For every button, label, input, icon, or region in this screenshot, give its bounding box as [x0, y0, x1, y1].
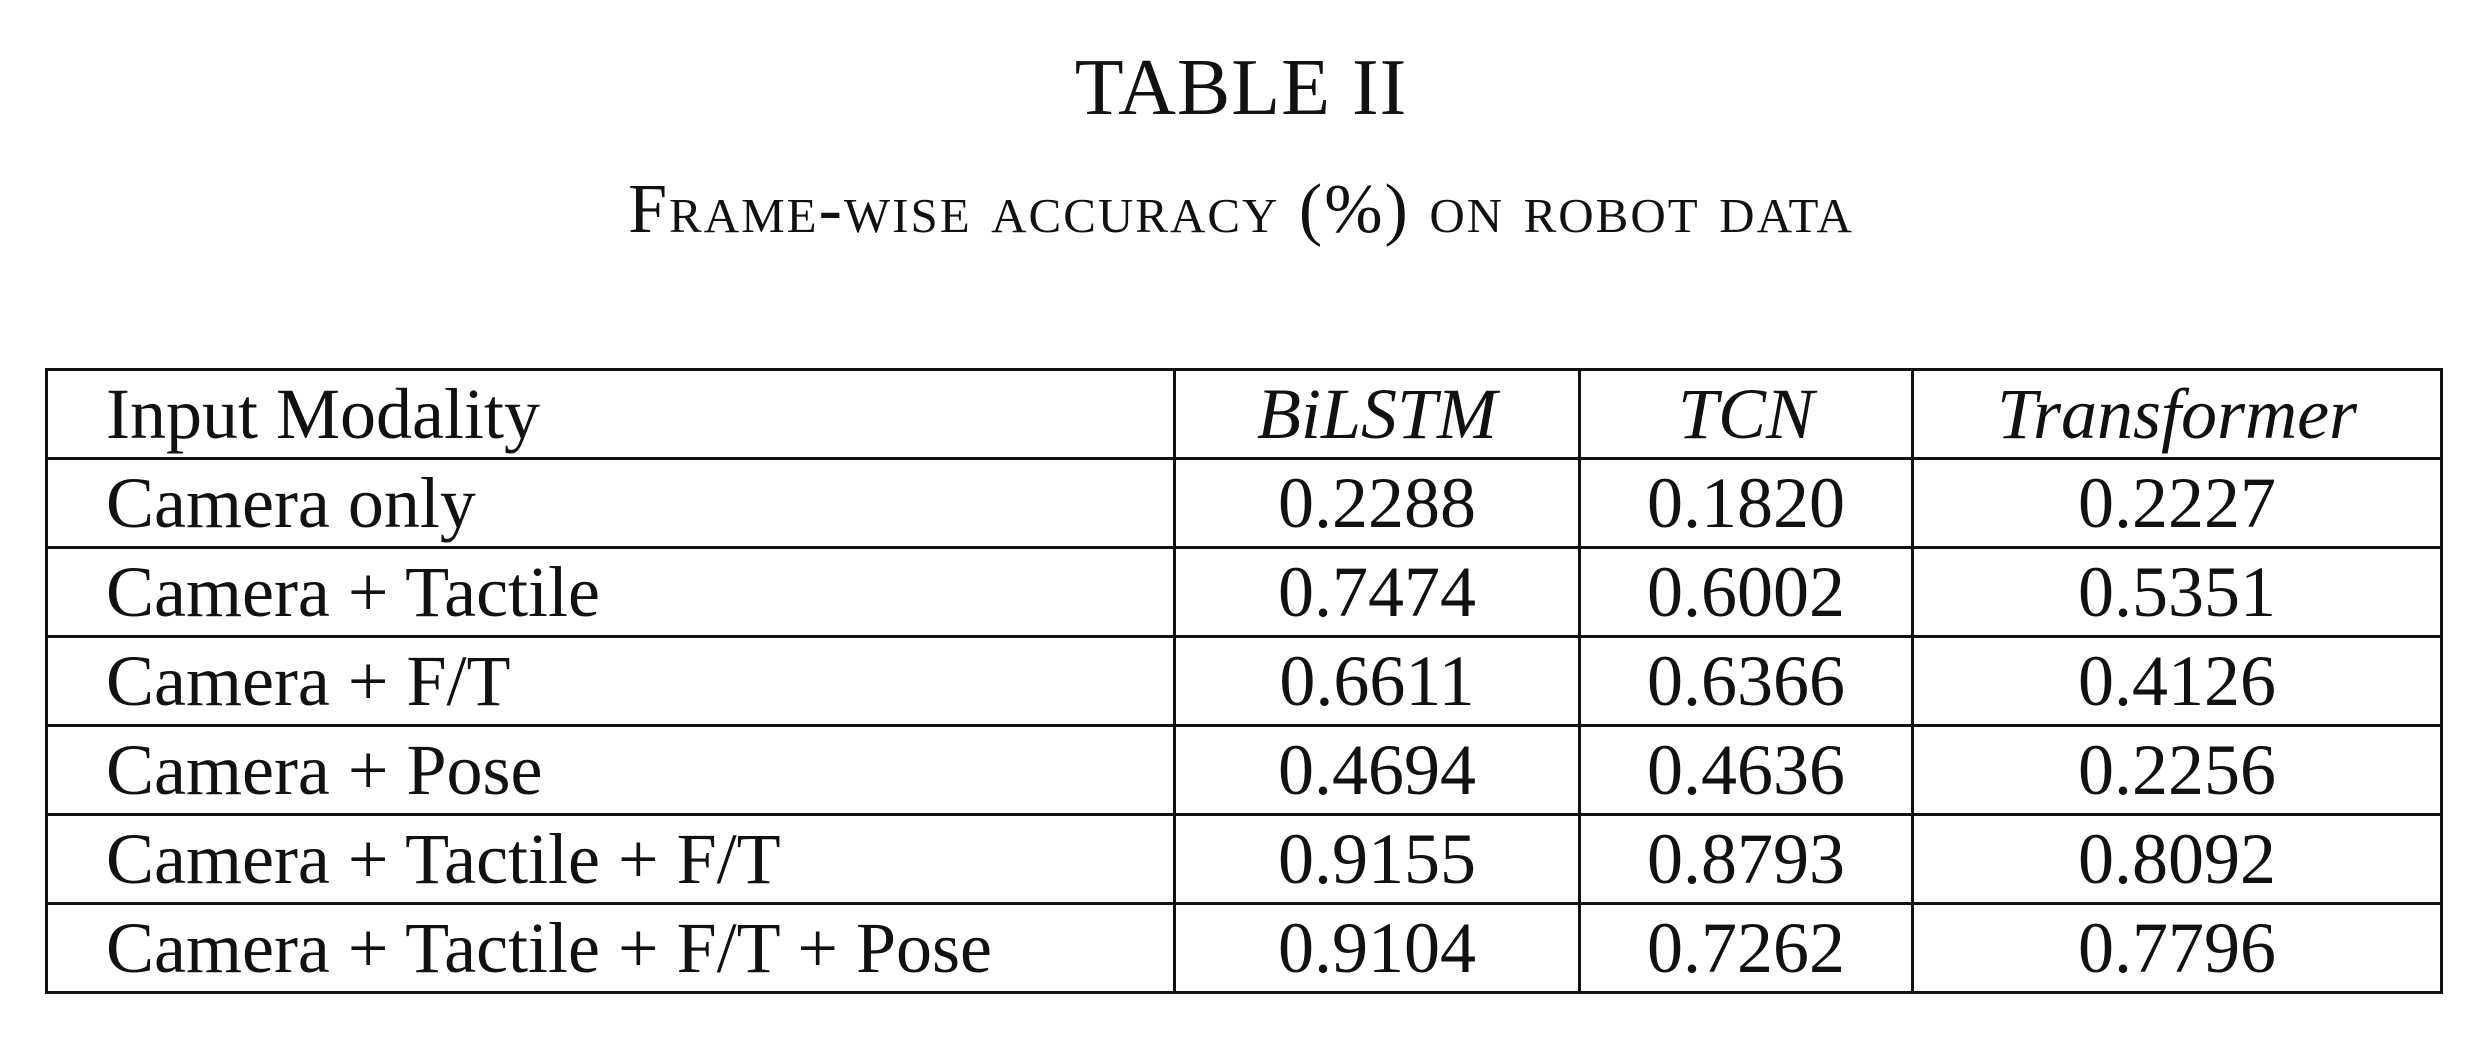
bilstm-cell-best: 0.9104 [1173, 902, 1581, 994]
modality-cell: Camera + Tactile + F/T + Pose [45, 902, 1176, 994]
transformer-cell: 0.2227 [1911, 457, 2443, 549]
modality-cell: Camera only [45, 457, 1176, 549]
bilstm-cell: 0.2288 [1173, 457, 1581, 549]
bilstm-cell: 0.9155 [1173, 813, 1581, 905]
modality-cell: Camera + F/T [45, 635, 1176, 727]
table-label: TABLE II [1074, 44, 1408, 132]
table-row: Camera + Tactile 0.7474 0.6002 0.5351 [45, 546, 2443, 638]
table-row: Camera + F/T 0.6611 0.6366 0.4126 [45, 635, 2443, 727]
table-row: Camera + Tactile + F/T 0.9155 0.8793 0.8… [45, 813, 2443, 905]
table-row: Camera + Pose 0.4694 0.4636 0.2256 [45, 724, 2443, 816]
modality-cell: Camera + Tactile + F/T [45, 813, 1176, 905]
table-header-row: Input Modality BiLSTM TCN Transformer [45, 368, 2443, 460]
header-bilstm: BiLSTM [1173, 368, 1581, 460]
tcn-cell: 0.4636 [1578, 724, 1914, 816]
tcn-cell: 0.6366 [1578, 635, 1914, 727]
tcn-cell: 0.6002 [1578, 546, 1914, 638]
bilstm-cell: 0.4694 [1173, 724, 1581, 816]
transformer-cell: 0.5351 [1911, 546, 2443, 638]
results-table: Input Modality BiLSTM TCN Transformer Ca… [45, 368, 2443, 994]
bilstm-cell: 0.7474 [1173, 546, 1581, 638]
table-row: Camera only 0.2288 0.1820 0.2227 [45, 457, 2443, 549]
transformer-cell: 0.2256 [1911, 724, 2443, 816]
table-row: Camera + Tactile + F/T + Pose 0.9104 0.7… [45, 902, 2443, 994]
header-input-modality: Input Modality [45, 368, 1176, 460]
modality-cell: Camera + Tactile [45, 546, 1176, 638]
header-tcn: TCN [1578, 368, 1914, 460]
transformer-cell: 0.8092 [1911, 813, 2443, 905]
tcn-cell: 0.8793 [1578, 813, 1914, 905]
transformer-cell: 0.4126 [1911, 635, 2443, 727]
header-transformer: Transformer [1911, 368, 2443, 460]
table-caption: Frame-wise accuracy (%) on robot data [628, 171, 1854, 248]
bilstm-cell: 0.6611 [1173, 635, 1581, 727]
modality-cell: Camera + Pose [45, 724, 1176, 816]
transformer-cell: 0.7796 [1911, 902, 2443, 994]
tcn-cell: 0.7262 [1578, 902, 1914, 994]
tcn-cell: 0.1820 [1578, 457, 1914, 549]
